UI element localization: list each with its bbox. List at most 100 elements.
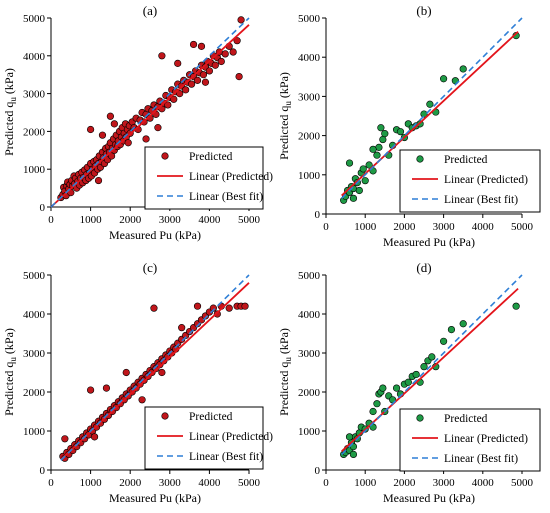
chart-panel-1: (a) 0 1000 2000 3000 4000 5000 0 1000 2000 3000 400… xyxy=(2,3,273,242)
legend-marker-predicted xyxy=(161,412,169,420)
panel-label: (a) xyxy=(143,3,157,18)
data-point xyxy=(193,302,202,310)
data-point xyxy=(107,152,116,160)
data-point xyxy=(221,50,229,58)
y-tick-label: 2000 xyxy=(298,387,321,399)
data-point xyxy=(205,67,213,75)
data-point xyxy=(420,110,428,118)
y-tick-label: 0 xyxy=(40,202,46,214)
y-axis-title-main: Predicted q xyxy=(2,362,16,416)
y-axis-title-main: Predicted q xyxy=(2,102,16,156)
data-point xyxy=(373,151,381,159)
data-point xyxy=(217,57,225,66)
panel-label: (d) xyxy=(416,260,431,275)
y-axis-title: Predicted qu (kPa) xyxy=(277,72,293,160)
data-point xyxy=(229,48,237,56)
linear-best-fit-line xyxy=(341,274,523,455)
y-tick-label: 3000 xyxy=(23,348,46,360)
chart-panel-3: (c) 0 1000 2000 3000 4000 5000 0 1000 2000 3000 400… xyxy=(2,260,273,505)
data-point xyxy=(426,100,434,108)
data-point xyxy=(142,135,150,143)
data-point xyxy=(412,370,420,379)
data-point xyxy=(182,86,190,94)
data-point xyxy=(209,304,217,312)
y-tick-label: 5000 xyxy=(298,270,321,282)
data-point xyxy=(201,78,210,86)
y-axis-title: Predicted qu (kPa) xyxy=(2,328,18,416)
x-tick-label: 3000 xyxy=(159,214,182,226)
data-point xyxy=(61,435,69,443)
y-tick-label: 3000 xyxy=(298,91,321,103)
x-tick-label: 1000 xyxy=(80,214,103,226)
data-point xyxy=(150,304,158,312)
y-tick-label: 1000 xyxy=(23,164,46,176)
data-point xyxy=(392,384,401,392)
data-point xyxy=(187,80,196,88)
legend-label: Predicted xyxy=(189,151,233,163)
data-point xyxy=(440,75,448,83)
data-point xyxy=(361,177,369,185)
data-point xyxy=(379,384,387,392)
y-tick-label: 5000 xyxy=(23,270,46,282)
data-point xyxy=(428,353,436,361)
data-point xyxy=(199,71,208,79)
legend-marker-predicted xyxy=(416,155,424,163)
data-point xyxy=(174,59,182,67)
data-point xyxy=(459,65,467,73)
data-point xyxy=(94,176,103,185)
x-tick-label: 3000 xyxy=(159,477,182,489)
legend: Predicted Linear (Predicted) Linear (Best … xyxy=(399,408,541,472)
x-tick-label: 5000 xyxy=(238,214,261,226)
x-tick-label: 0 xyxy=(323,477,329,489)
data-point xyxy=(86,386,95,394)
y-axis-title-subscript: u xyxy=(283,357,293,362)
data-point xyxy=(369,407,377,416)
x-tick-label: 1000 xyxy=(354,221,377,233)
data-point xyxy=(122,368,130,377)
data-point xyxy=(345,433,354,441)
data-point xyxy=(459,320,467,328)
data-point xyxy=(225,304,233,312)
y-axis-title-subscript: u xyxy=(283,101,293,106)
x-tick-label: 3000 xyxy=(433,477,456,489)
data-point xyxy=(355,186,363,195)
legend-label: Predicted xyxy=(444,154,488,166)
data-point xyxy=(345,159,354,167)
y-tick-label: 5000 xyxy=(298,13,321,25)
data-point xyxy=(440,337,448,345)
y-axis-title-subscript: u xyxy=(8,97,18,102)
x-tick-label: 4000 xyxy=(198,214,221,226)
data-point xyxy=(420,363,428,371)
data-point xyxy=(193,76,202,84)
y-tick-label: 0 xyxy=(40,465,46,477)
y-tick-label: 5000 xyxy=(23,13,46,25)
legend-label: Linear (Predicted) xyxy=(189,171,273,183)
data-point xyxy=(86,125,95,134)
linear-best-fit-line xyxy=(341,17,523,199)
legend-marker-predicted xyxy=(161,152,169,160)
data-point xyxy=(373,400,381,408)
x-tick-label: 4000 xyxy=(198,477,221,489)
legend-label: Linear (Best fit) xyxy=(189,451,263,463)
y-axis-title-unit: (kPa) xyxy=(277,72,291,101)
data-point xyxy=(447,326,456,334)
legend-label: Linear (Predicted) xyxy=(444,174,528,186)
data-point xyxy=(158,368,166,377)
linear-predicted-line xyxy=(50,24,250,208)
data-point xyxy=(381,130,389,138)
data-point xyxy=(237,16,245,24)
y-tick-label: 4000 xyxy=(23,309,46,321)
y-tick-label: 1000 xyxy=(298,170,321,182)
x-tick-label: 0 xyxy=(323,221,329,233)
panel-label: (b) xyxy=(416,3,431,18)
data-point xyxy=(512,302,520,310)
x-tick-label: 3000 xyxy=(433,221,456,233)
legend-label: Linear (Best fit) xyxy=(444,453,518,465)
y-tick-label: 0 xyxy=(315,465,321,477)
data-point xyxy=(369,145,377,153)
x-axis-title: Measured Pu (kPa) xyxy=(109,491,201,505)
legend: Predicted Linear (Predicted) Linear (Best … xyxy=(399,149,541,213)
data-point xyxy=(197,42,206,50)
data-point xyxy=(235,72,243,81)
legend: Predicted Linear (Predicted) Linear (Best … xyxy=(144,146,273,210)
